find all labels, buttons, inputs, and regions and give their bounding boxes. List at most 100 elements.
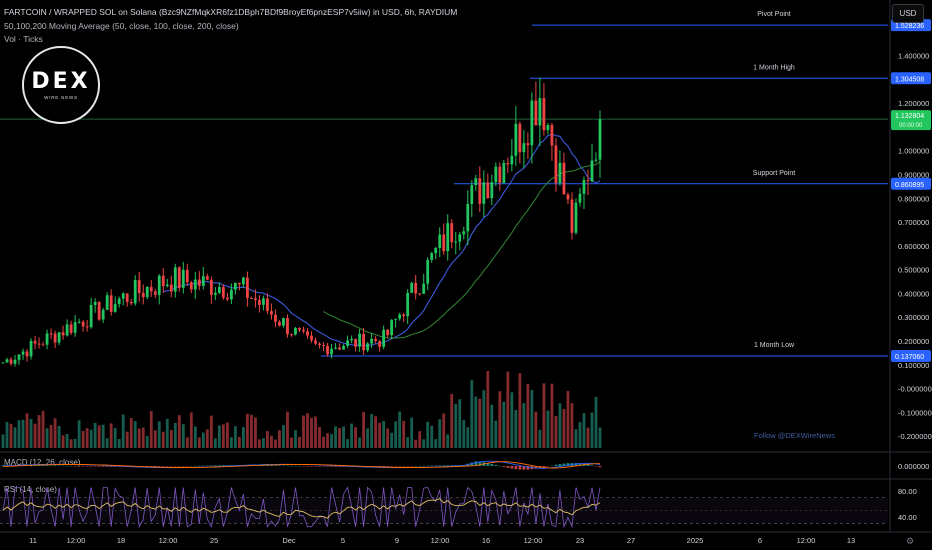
macd-histogram-bar xyxy=(478,461,482,466)
volume-bar xyxy=(350,423,353,448)
volume-bar xyxy=(117,439,121,448)
volume-bar xyxy=(161,431,165,448)
candle-body xyxy=(374,338,378,341)
volume-indicator-label[interactable]: Vol · Ticks xyxy=(4,34,43,44)
time-axis[interactable]: 11 12:00 18 12:00 25 Dec 5 9 12:00 16 12:00 23 27 202… xyxy=(29,536,914,547)
macd-histogram-bar xyxy=(266,465,269,466)
candle-body xyxy=(490,182,494,199)
volume-bar xyxy=(270,435,273,448)
volume-bar xyxy=(137,428,141,448)
macd-histogram-bar xyxy=(77,466,81,467)
volume-bar xyxy=(542,383,546,448)
volume-bar xyxy=(233,426,237,448)
volume-bar xyxy=(81,430,85,448)
volume-bar xyxy=(398,411,402,448)
volume-bar xyxy=(205,429,209,448)
macd-histogram-bar xyxy=(37,465,41,466)
time-tick-label: 12:00 xyxy=(431,536,450,545)
macd-histogram-bar xyxy=(61,465,65,467)
macd-histogram-bar xyxy=(418,465,422,467)
price-tick-label: 0.700000 xyxy=(898,218,929,227)
price-tick-label: 1.400000 xyxy=(898,52,929,61)
candle-body xyxy=(330,348,333,355)
candle-body xyxy=(554,145,558,184)
macd-histogram-bar xyxy=(201,465,205,467)
time-tick-label: 23 xyxy=(576,536,584,545)
candle-body xyxy=(594,159,598,161)
volume-bar xyxy=(566,391,570,448)
volume-bar xyxy=(474,396,478,448)
volume-bar xyxy=(302,415,305,448)
candle-body xyxy=(177,267,181,288)
candle-body xyxy=(274,314,277,322)
time-tick-label: 18 xyxy=(117,536,125,545)
candle-body xyxy=(61,332,65,336)
candle-body xyxy=(410,283,414,293)
volume-bar xyxy=(426,421,430,448)
macd-histogram-bar xyxy=(578,463,582,466)
volume-bar xyxy=(506,371,510,448)
macd-histogram-bar xyxy=(109,466,113,467)
level-price-tag xyxy=(891,72,931,85)
candle-body xyxy=(294,328,297,335)
volume-bar xyxy=(93,422,97,448)
price-axis[interactable]: 1.400000 1.200000 1.000000 0.900000 0.800000… xyxy=(889,0,932,532)
volume-bar xyxy=(149,411,153,448)
candle-body xyxy=(526,143,530,146)
macd-histogram-bar xyxy=(274,465,277,466)
volume-bar xyxy=(153,430,157,448)
candle-body xyxy=(161,275,165,287)
volume-bar xyxy=(165,418,169,448)
candle-body xyxy=(414,283,418,294)
candle-body xyxy=(394,318,398,320)
candle-body xyxy=(518,123,522,153)
volume-bar xyxy=(213,438,217,448)
candle-body xyxy=(482,182,486,204)
macd-histogram-bar xyxy=(262,465,265,466)
macd-histogram-bar xyxy=(378,466,382,467)
candle-body xyxy=(173,267,177,292)
macd-histogram-bar xyxy=(49,465,53,466)
candle-body xyxy=(13,359,17,364)
candlesticks[interactable] xyxy=(1,77,602,367)
candle-body xyxy=(502,162,506,183)
volume-bar xyxy=(386,428,390,448)
volume-bar xyxy=(141,427,145,448)
volume-bar xyxy=(454,404,458,448)
macd-histogram-bar xyxy=(45,465,49,466)
ma-indicator-label[interactable]: 50,100,200 Moving Average (50, close, 10… xyxy=(4,21,239,31)
volume-bar xyxy=(125,431,129,448)
volume-bar xyxy=(390,432,394,448)
macd-histogram-bar xyxy=(554,464,558,466)
volume-bar xyxy=(129,418,133,448)
candle-body xyxy=(137,280,141,293)
volume-bar xyxy=(402,420,406,448)
candle-body xyxy=(93,301,97,305)
volume-bar xyxy=(546,410,550,448)
macd-histogram-bar xyxy=(89,466,93,467)
candle-body xyxy=(402,314,406,317)
currency-button[interactable]: USD xyxy=(892,4,924,23)
volume-bar xyxy=(229,437,233,448)
macd-histogram-bar xyxy=(153,466,157,467)
grid-lines xyxy=(0,451,932,533)
volume-bar xyxy=(250,414,253,448)
volume-bar xyxy=(97,425,101,448)
level-label: Pivot Point xyxy=(757,11,791,18)
settings-gear-icon[interactable]: ⚙ xyxy=(906,537,914,547)
level-label: 1 Month Low xyxy=(754,342,795,349)
time-tick-label: 16 xyxy=(482,536,490,545)
candle-body xyxy=(9,359,13,364)
macd-histogram-bar xyxy=(490,463,494,466)
volume-bar xyxy=(254,417,257,448)
candle-body xyxy=(418,293,422,295)
level-price-value: 1.304508 xyxy=(895,76,924,83)
volume-bar xyxy=(246,413,249,448)
volume-bar xyxy=(77,420,81,448)
candle-body xyxy=(366,343,370,351)
candle-body xyxy=(53,333,57,343)
time-tick-label: 25 xyxy=(210,536,218,545)
symbol-title[interactable]: FARTCOIN / WRAPPED SOL on Solana (Bzc9NZ… xyxy=(4,7,458,17)
volume-bar xyxy=(322,436,325,448)
